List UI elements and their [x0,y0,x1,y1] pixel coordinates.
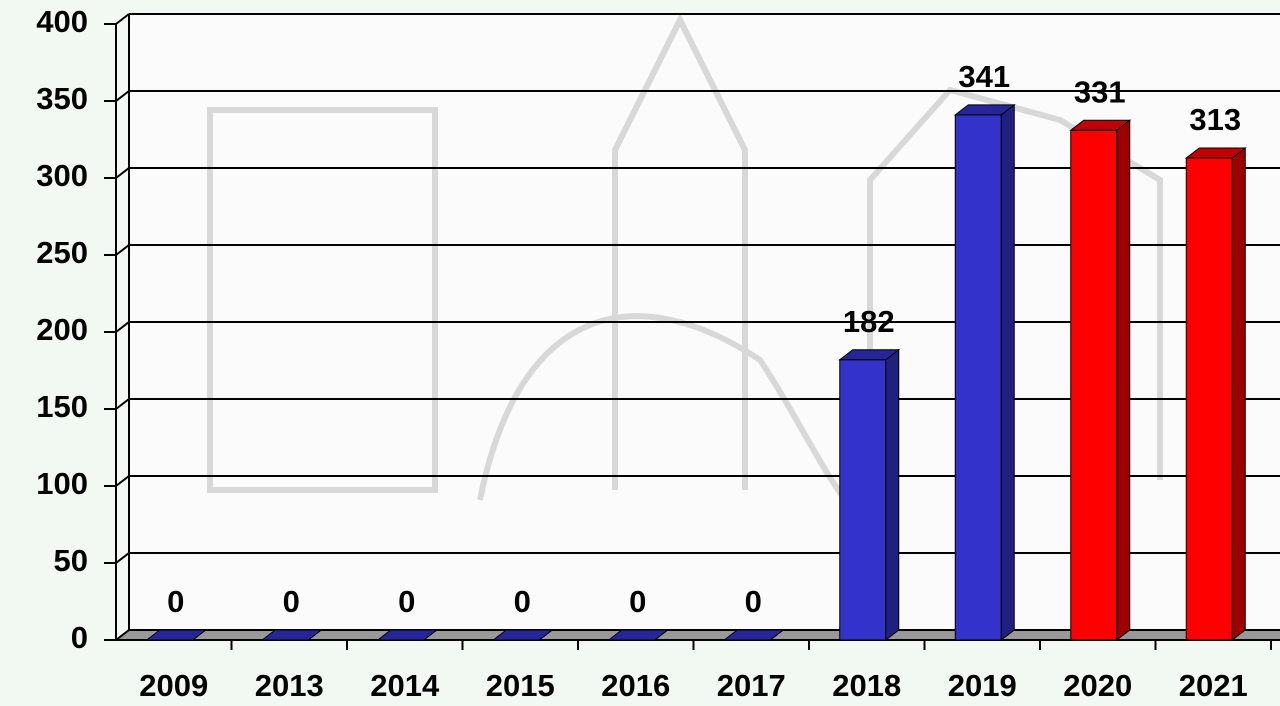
y-tick-label: 350 [36,81,88,116]
value-label: 0 [398,584,415,619]
bar-side [1117,120,1130,640]
bar-front [840,360,886,640]
value-label: 341 [958,59,1010,94]
bar-front [955,115,1001,640]
x-tick-label: 2014 [370,668,440,703]
grid-line [116,322,129,332]
bar-side [1001,105,1014,640]
x-tick-label: 2020 [1063,668,1132,703]
chart: 0 50 100 150 200 250 300 350 400 2009 0 2013 0 2014 0 2… [0,0,1280,706]
y-tick-label: 50 [54,543,88,578]
y-tick-label: 0 [71,620,88,655]
value-label: 0 [629,584,646,619]
y-tick-label: 300 [36,158,88,193]
x-tick-label: 2017 [717,668,786,703]
value-label: 0 [514,584,531,619]
x-tick-label: 2021 [1179,668,1248,703]
x-tick-label: 2009 [139,668,208,703]
y-tick-label: 200 [36,312,88,347]
value-label: 0 [745,584,762,619]
x-tick-label: 2019 [948,668,1017,703]
grid-line [116,553,129,563]
bar-front [1186,158,1232,640]
grid-line [116,168,129,178]
grid-line [116,91,129,101]
y-tick-label: 250 [36,235,88,270]
x-tick-label: 2016 [601,668,670,703]
bar-front [1071,130,1117,640]
bar-side [886,350,899,640]
x-tick-label: 2018 [832,668,901,703]
value-label: 331 [1074,74,1126,109]
bar-side [1232,148,1245,640]
x-tick-label: 2015 [486,668,555,703]
value-label: 0 [283,584,300,619]
y-tick-label: 100 [36,466,88,501]
grid-line [116,399,129,409]
page: 0 50 100 150 200 250 300 350 400 2009 0 2013 0 2014 0 2… [0,0,1280,706]
value-label: 313 [1189,102,1241,137]
x-tick-label: 2013 [255,668,324,703]
grid-line [116,14,129,24]
y-tick-label: 400 [36,4,88,39]
grid-line [116,476,129,486]
value-label: 182 [843,304,895,339]
y-tick-label: 150 [36,389,88,424]
value-label: 0 [167,584,184,619]
grid-line [116,245,129,255]
